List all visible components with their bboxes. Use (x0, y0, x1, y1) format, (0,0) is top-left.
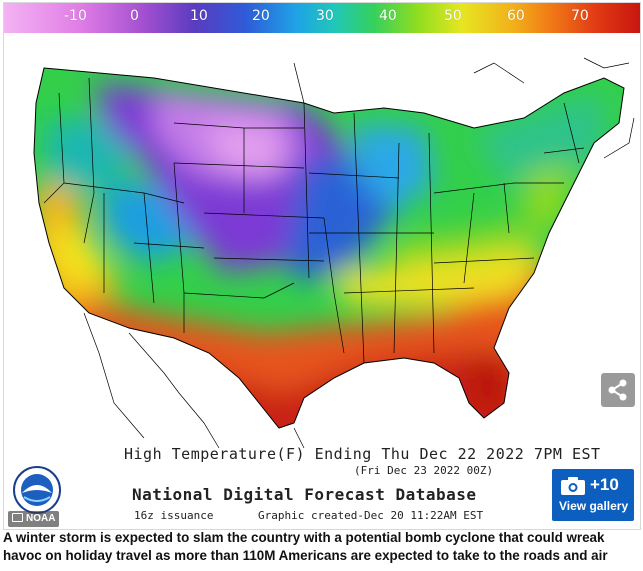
legend-tick-label: 0 (130, 8, 139, 24)
camera-icon (12, 513, 23, 522)
map-title: High Temperature(F) Ending Thu Dec 22 20… (124, 445, 601, 463)
gallery-count: +10 (590, 475, 619, 494)
legend-tick-label: 40 (379, 8, 397, 24)
gallery-label: View gallery (559, 499, 629, 513)
view-gallery-button[interactable]: +10 View gallery (552, 469, 634, 521)
state-boundaries (43, 77, 585, 364)
legend-tick-label: 60 (507, 8, 525, 24)
legend-tick-label: 30 (316, 8, 334, 24)
legend-tick-label: 70 (571, 8, 589, 24)
share-icon (608, 379, 627, 401)
weather-map-figure: -10 0 10 20 30 40 50 60 70 High Temperat… (3, 2, 641, 530)
credit-label: NOAA (26, 513, 56, 524)
us-temperature-map (33, 57, 635, 449)
legend-tick-label: 10 (190, 8, 208, 24)
noaa-logo-icon (13, 466, 61, 514)
map-issuance: 16z issuance (134, 509, 214, 522)
temperature-color-legend (4, 3, 640, 33)
camera-icon (561, 477, 585, 495)
temperature-field (34, 68, 624, 428)
image-caption: A winter storm is expected to slam the c… (3, 530, 608, 563)
legend-tick-label: 50 (444, 8, 462, 24)
legend-tick-label: -10 (64, 8, 87, 24)
map-valid-time: (Fri Dec 23 2022 00Z) (354, 464, 494, 477)
map-source: National Digital Forecast Database (132, 485, 477, 504)
image-credit: NOAA (8, 511, 60, 527)
share-button[interactable] (601, 373, 635, 407)
neighbor-outlines (83, 57, 635, 449)
map-created: Graphic created-Dec 20 11:22AM EST (258, 509, 484, 522)
legend-tick-label: 20 (252, 8, 270, 24)
